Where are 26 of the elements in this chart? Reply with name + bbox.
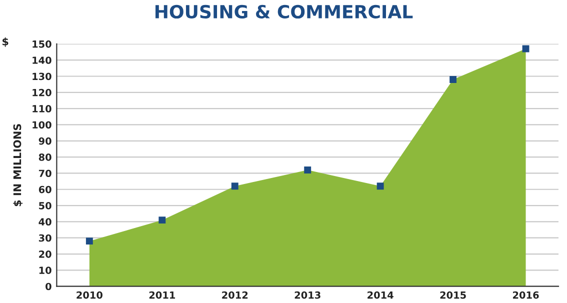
y-tick-label: 30: [38, 234, 52, 242]
chart-title: HOUSING & COMMERCIAL: [156, 4, 413, 19]
y-tick-label: 100: [32, 121, 52, 129]
y-tick-label: 20: [39, 250, 52, 258]
x-tick-label: 2013: [294, 291, 320, 299]
y-tick-label: 50: [39, 202, 52, 210]
y-tick-label: 90: [38, 137, 52, 145]
x-tick-label: 2011: [149, 291, 176, 299]
y-tick-label: 110: [32, 105, 52, 112]
y-tick-label: 80: [38, 154, 52, 161]
y-tick-label: 130: [32, 72, 52, 80]
y-tick-label: 70: [38, 170, 52, 178]
y-tick-label: 60: [38, 186, 52, 194]
y-tick-label: 0: [46, 282, 52, 290]
text: $: [2, 37, 8, 47]
y-tick-label: 40: [38, 218, 52, 226]
x-tick-label: 2014: [368, 291, 394, 299]
y-axis-title: $ IN MILLIONS: [13, 124, 23, 206]
y-tick-label: 150: [32, 40, 52, 48]
y-tick-label: 140: [32, 56, 52, 64]
y-tick-label: 120: [32, 88, 52, 96]
x-tick-label: 2016: [513, 291, 539, 299]
x-tick-label: 2012: [222, 291, 248, 299]
x-tick-label: 2015: [440, 291, 466, 299]
y-tick-label: 10: [39, 266, 52, 274]
x-tick-label: 2010: [76, 291, 102, 299]
